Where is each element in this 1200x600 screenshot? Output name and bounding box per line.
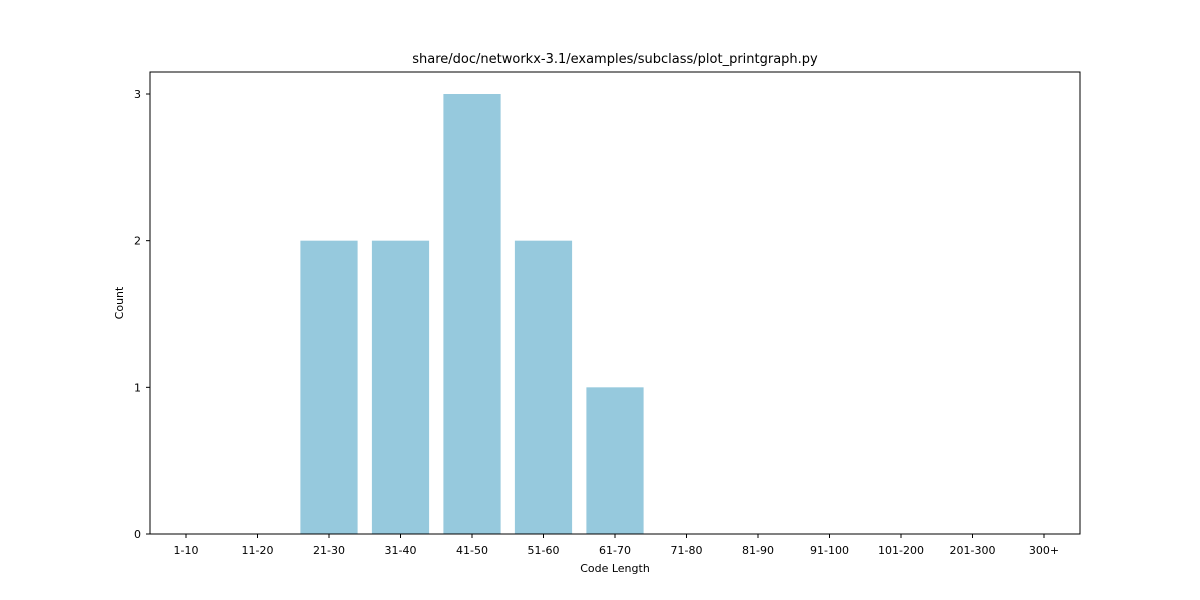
x-tick-label: 91-100 [810, 544, 849, 557]
bar-21-30 [300, 241, 357, 534]
y-tick-label: 1 [134, 381, 141, 394]
x-tick-label: 201-300 [950, 544, 996, 557]
x-tick-label: 101-200 [878, 544, 924, 557]
y-tick-label: 3 [134, 88, 141, 101]
x-tick-label: 51-60 [528, 544, 560, 557]
x-tick-label: 31-40 [385, 544, 417, 557]
y-axis-label: Count [113, 286, 126, 319]
x-tick-label: 71-80 [671, 544, 703, 557]
y-tick-label: 0 [134, 528, 141, 541]
chart-title: share/doc/networkx-3.1/examples/subclass… [412, 52, 818, 67]
x-tick-label: 21-30 [313, 544, 345, 557]
bar-51-60 [515, 241, 572, 534]
x-tick-label: 61-70 [599, 544, 631, 557]
x-tick-label: 300+ [1029, 544, 1059, 557]
bar-31-40 [372, 241, 429, 534]
bar-61-70 [586, 387, 643, 534]
x-tick-label: 81-90 [742, 544, 774, 557]
x-tick-label: 1-10 [174, 544, 199, 557]
y-tick-label: 2 [134, 235, 141, 248]
x-axis-label: Code Length [580, 562, 650, 575]
x-tick-label: 11-20 [242, 544, 274, 557]
x-tick-label: 41-50 [456, 544, 488, 557]
bar-41-50 [443, 94, 500, 534]
